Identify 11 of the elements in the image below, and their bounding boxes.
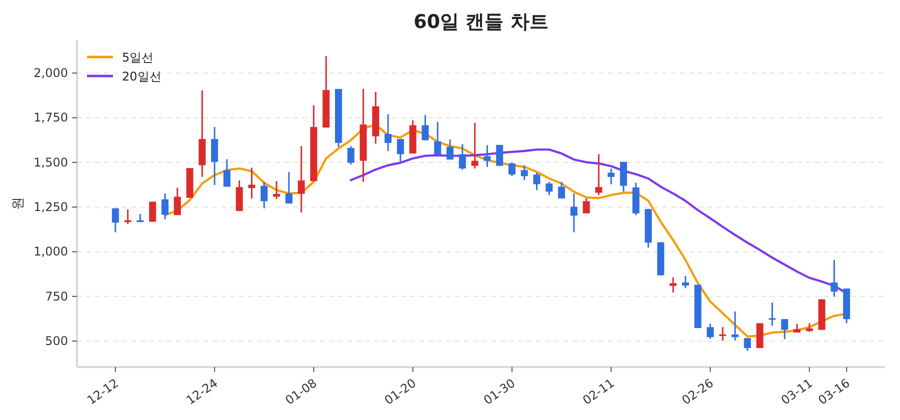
y-tick-label: 500 xyxy=(45,334,68,348)
legend-label: 20일선 xyxy=(122,70,162,84)
y-tick-label: 1,000 xyxy=(34,244,68,259)
legend-label: 5일선 xyxy=(122,50,154,64)
chart-title: 60일 캔들 차트 xyxy=(414,11,548,33)
y-axis-title: 원 xyxy=(11,197,26,210)
y-tick-label: 1,250 xyxy=(34,200,68,214)
y-tick-label: 1,750 xyxy=(34,110,68,125)
y-tick-label: 750 xyxy=(45,289,68,304)
y-tick-label: 1,500 xyxy=(34,155,68,170)
y-tick-label: 2,000 xyxy=(34,66,68,80)
